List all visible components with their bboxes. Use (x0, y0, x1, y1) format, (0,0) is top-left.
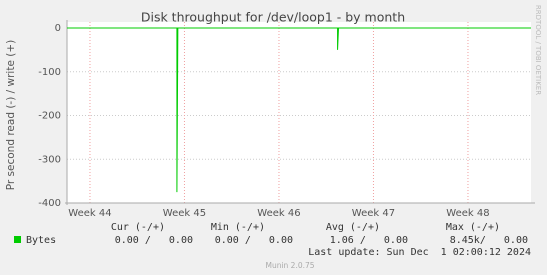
last-update: Last update: Sun Dec 1 02:00:12 2024 (308, 247, 531, 258)
y-tick-label: -100 (38, 67, 61, 78)
x-tick-label: Week 45 (163, 208, 206, 219)
legend-header: Min (-/+) (211, 222, 265, 233)
chart-title: Disk throughput for /dev/loop1 - by mont… (141, 10, 405, 25)
y-axis-label: Pr second read (-) / write (+) (5, 40, 17, 191)
legend-label: Bytes (26, 235, 56, 246)
legend-swatch (14, 236, 21, 243)
x-tick-label: Week 44 (68, 208, 111, 219)
footer: Munin 2.0.75 (265, 261, 314, 270)
side-label: RRDTOOL / TOBI OETIKER (534, 5, 542, 95)
legend-value: 0.00 / 0.00 (115, 235, 193, 246)
legend-value: 8.45k/ 0.00 (450, 235, 528, 246)
y-tick-label: -200 (38, 111, 61, 122)
x-tick-label: Week 48 (446, 208, 489, 219)
y-tick-label: 0 (55, 23, 61, 34)
x-tick-label: Week 46 (257, 208, 300, 219)
x-tick-label: Week 47 (352, 208, 395, 219)
legend-value: 1.06 / 0.00 (330, 235, 408, 246)
plot-area (67, 22, 531, 203)
legend-header: Avg (-/+) (326, 222, 380, 233)
y-tick-label: -400 (38, 198, 61, 209)
y-tick-label: -300 (38, 154, 61, 165)
legend-value: 0.00 / 0.00 (215, 235, 293, 246)
legend-header: Max (-/+) (446, 222, 500, 233)
data-line (67, 27, 531, 193)
legend-header: Cur (-/+) (111, 222, 165, 233)
